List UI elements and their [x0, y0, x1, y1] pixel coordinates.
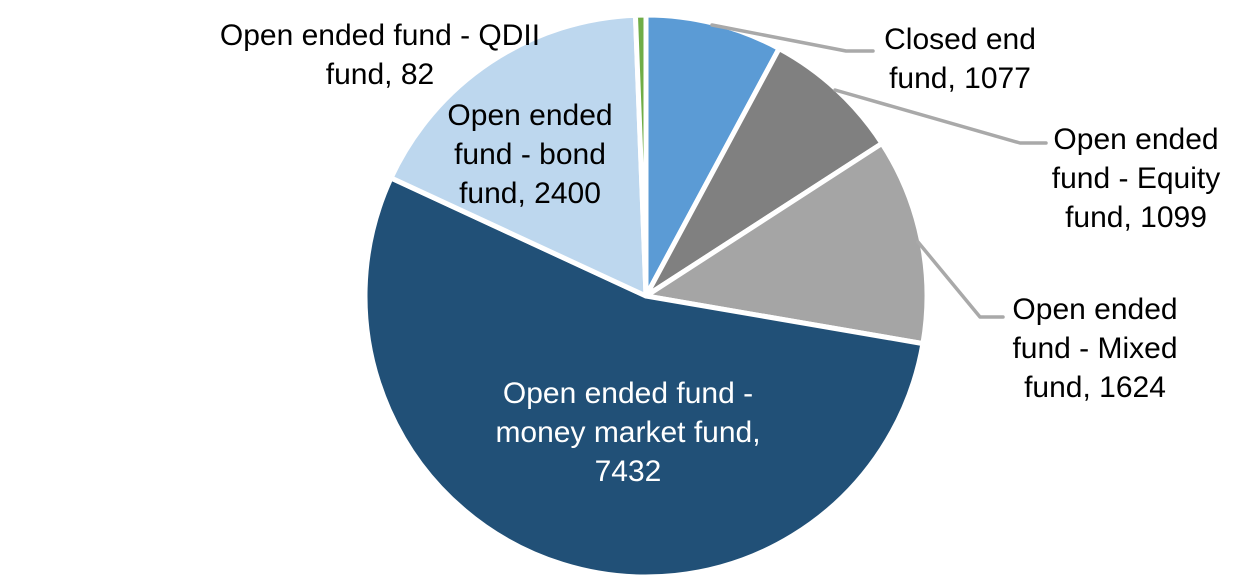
leader-line-mixed-fund	[916, 240, 1005, 319]
data-label-line: fund, 82	[325, 58, 435, 91]
data-label-line: Open ended	[447, 99, 613, 132]
pie-slice-closed-end-fund	[643, 12, 782, 299]
data-label-line: fund, 2400	[459, 177, 601, 210]
pie-slice-open-ended-mixed-fund	[643, 140, 930, 347]
data-label-line: Open ended fund -	[502, 377, 754, 410]
data-label-equity-fund: Open ended fund - Equity fund, 1099	[1016, 120, 1250, 237]
data-label-money-market-fund: Open ended fund - money market fund, 743…	[458, 374, 798, 491]
pie-slice-open-ended-bond-fund	[388, 12, 649, 299]
data-label-closed-end-fund: Closed end fund, 1077	[840, 20, 1080, 98]
data-label-line: Open ended	[1012, 293, 1178, 326]
data-label-line: fund, 1099	[1065, 201, 1207, 234]
data-label-line: Open ended	[1053, 123, 1219, 156]
pie-slices-group	[362, 12, 930, 580]
leader-line-equity-fund	[833, 88, 1048, 145]
pie-slice-open-ended-qdii-fund	[632, 12, 649, 299]
leader-line-closed-end-fund	[710, 23, 875, 53]
data-label-line: fund, 1077	[889, 62, 1031, 95]
pie-slice-open-ended-money-market-fund	[362, 175, 926, 580]
data-label-line: fund - Mixed	[1012, 332, 1178, 365]
data-label-line: money market fund,	[495, 416, 761, 449]
data-label-line: fund - Equity	[1051, 162, 1221, 195]
data-label-line: fund, 1624	[1024, 371, 1166, 404]
data-label-bond-fund: Open ended fund - bond fund, 2400	[400, 96, 660, 213]
data-label-line: Closed end	[884, 23, 1036, 56]
data-label-line: fund - bond	[454, 138, 606, 171]
data-label-line: Open ended fund - QDII	[219, 19, 541, 52]
data-label-qdii-fund: Open ended fund - QDII fund, 82	[200, 16, 560, 94]
data-label-line: 7432	[594, 455, 662, 488]
data-label-mixed-fund: Open ended fund - Mixed fund, 1624	[975, 290, 1215, 407]
